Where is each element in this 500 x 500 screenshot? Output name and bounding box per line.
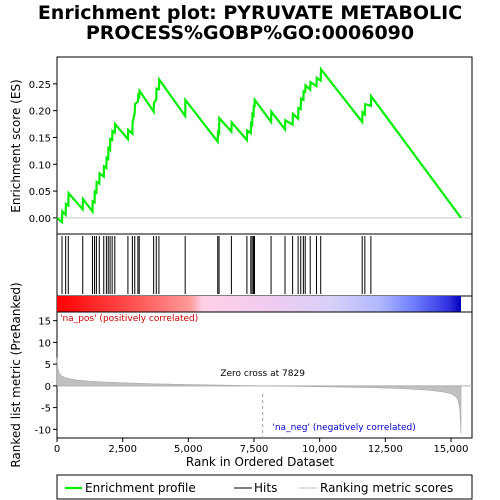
es-tick-label: 0.20	[29, 107, 51, 118]
es-y-ticks: 0.00 0.05 0.10 0.15 0.20 0.25	[29, 80, 57, 225]
metric-tick-label: 15	[38, 317, 51, 328]
es-tick-label: 0.10	[29, 160, 51, 171]
es-tick-label: 0.25	[29, 80, 51, 91]
metric-tick-label: -5	[41, 404, 51, 415]
es-tick-label: 0.05	[29, 187, 51, 198]
metric-tick-label: 0	[45, 382, 51, 393]
x-ticks: 0 2,500 5,000 7,500 10,000 12,500 15,000	[54, 438, 468, 455]
es-tick-label: 0.00	[29, 214, 51, 225]
legend-metric-label: Ranking metric scores	[320, 481, 453, 495]
es-y-axis-label: Enrichment score (ES)	[9, 79, 23, 212]
es-tick-label: 0.15	[29, 133, 51, 144]
metric-tick-label: -10	[35, 425, 51, 436]
chart-title-line-1: Enrichment plot: PYRUVATE METABOLIC	[38, 2, 462, 24]
metric-tick-label: 10	[38, 338, 51, 349]
x-tick-label: 5,000	[174, 444, 203, 455]
metric-tick-label: 5	[45, 360, 51, 371]
chart-title-line-2: PROCESS%GOBP%GO:0006090	[86, 22, 414, 44]
x-tick-label: 7,500	[240, 444, 269, 455]
positive-correlation-label: 'na_pos' (positively correlated)	[60, 314, 198, 324]
hit-markers	[61, 236, 372, 294]
metric-y-ticks: -10 -5 0 5 10 15	[35, 317, 57, 436]
x-axis-label: Rank in Ordered Dataset	[186, 455, 334, 469]
metric-y-axis-label: Ranked list metric (PreRanked)	[9, 282, 23, 467]
zero-cross-label: Zero cross at 7829	[220, 369, 305, 379]
legend-profile-label: Enrichment profile	[85, 481, 196, 495]
hits-panel	[56, 233, 473, 297]
metric-panel	[56, 311, 473, 439]
x-tick-label: 10,000	[302, 444, 337, 455]
enrichment-profile-line	[56, 66, 462, 225]
es-panel	[56, 56, 473, 235]
x-tick-label: 12,500	[368, 444, 403, 455]
rank-heat-bar	[57, 296, 461, 312]
x-tick-label: 2,500	[108, 444, 137, 455]
x-tick-label: 0	[54, 444, 60, 455]
legend-hits-label: Hits	[254, 481, 277, 495]
negative-correlation-label: 'na_neg' (negatively correlated)	[272, 423, 415, 433]
legend-box	[56, 474, 473, 500]
x-tick-label: 15,000	[433, 444, 468, 455]
